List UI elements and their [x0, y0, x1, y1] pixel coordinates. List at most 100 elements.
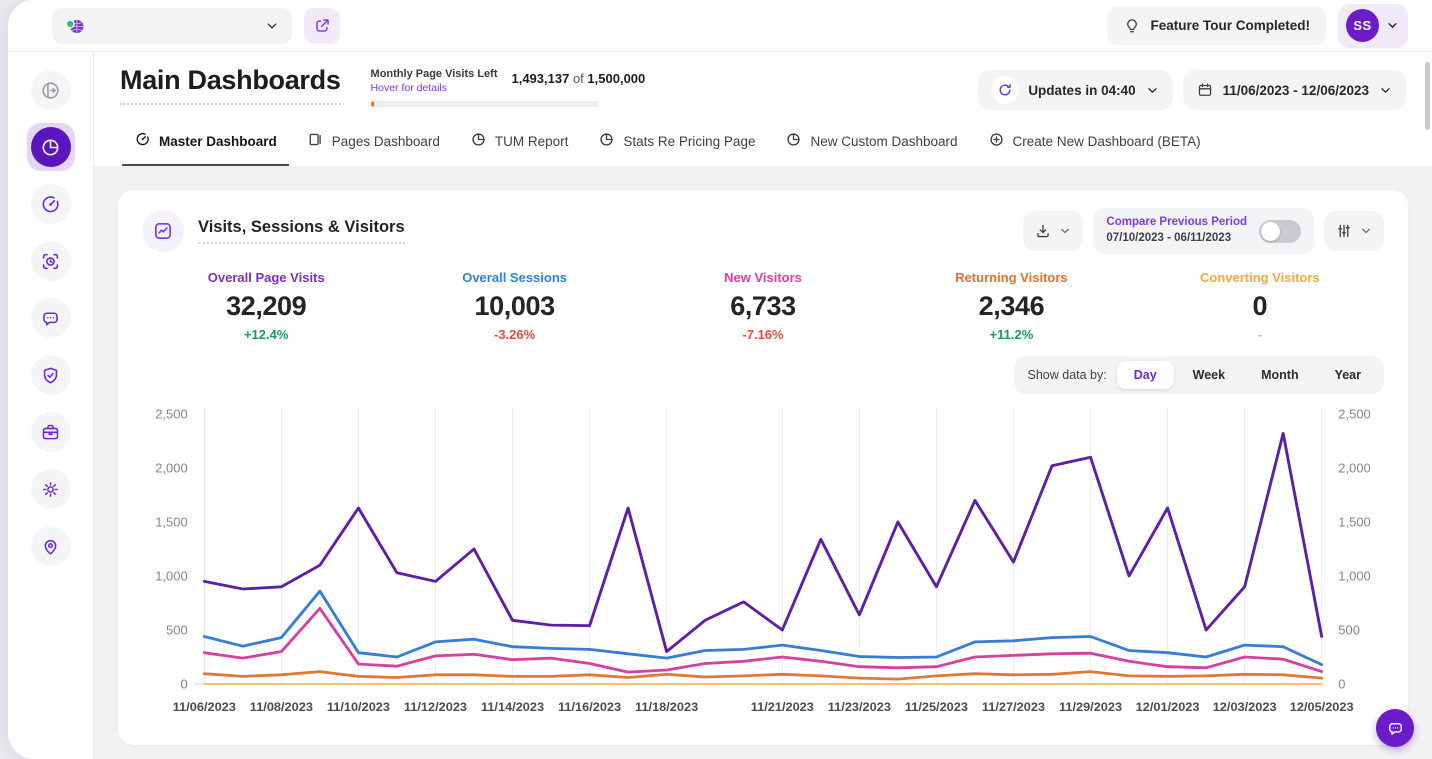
compare-label: Compare Previous Period — [1106, 216, 1247, 229]
shield-check-icon — [30, 355, 71, 395]
stat-value: 0 — [1252, 291, 1268, 321]
compare-toggle[interactable] — [1259, 219, 1301, 243]
chevron-down-icon — [1147, 87, 1157, 93]
external-link-icon — [315, 19, 329, 32]
recording-icon — [30, 241, 71, 281]
feedback-chat-button[interactable] — [1376, 709, 1414, 747]
lightbulb-icon — [1127, 18, 1138, 32]
tab-create-new-dashboard-beta-[interactable]: Create New Dashboard (BETA) — [976, 122, 1213, 166]
sidebar-item-recording[interactable] — [27, 237, 75, 285]
pie-icon — [785, 131, 802, 151]
svg-text:1,000: 1,000 — [1338, 569, 1370, 584]
stat-converting-visitors: Converting Visitors 0 - — [1136, 270, 1384, 342]
stat-new-visitors: New Visitors 6,733 -7.16% — [639, 270, 887, 342]
tab-label: TUM Report — [494, 133, 569, 149]
refresh-icon — [991, 76, 1020, 104]
stat-change: +12.4% — [243, 327, 289, 342]
tab-stats-re-pricing-page[interactable]: Stats Re Pricing Page — [586, 122, 767, 166]
kpi-stats-row: Overall Page Visits 32,209 +12.4% Overall S… — [142, 270, 1384, 342]
sidebar-item-pie-chart[interactable] — [26, 123, 75, 171]
briefcase-icon — [30, 412, 71, 452]
chevron-down-icon — [1061, 228, 1070, 234]
svg-text:12/01/2023: 12/01/2023 — [1136, 700, 1200, 714]
sidebar-item-shield-check[interactable] — [27, 351, 75, 399]
line-chart[interactable]: 0 0 500 500 1,000 1,000 1,500 1,500 2,000 2,000 2,… — [142, 398, 1384, 720]
gear-icon — [30, 469, 71, 509]
sidebar — [8, 52, 94, 759]
granularity-day[interactable]: Day — [1116, 361, 1174, 389]
tab-tum-report[interactable]: TUM Report — [458, 122, 581, 166]
stat-label: Converting Visitors — [1199, 270, 1320, 285]
sidebar-item-sidebar-expand[interactable] — [27, 66, 75, 114]
chevron-down-icon — [267, 22, 277, 29]
svg-text:11/21/2023: 11/21/2023 — [751, 700, 814, 714]
sidebar-item-chat[interactable] — [27, 294, 75, 342]
granularity-year[interactable]: Year — [1334, 368, 1361, 382]
tab-new-custom-dashboard[interactable]: New Custom Dashboard — [773, 122, 969, 166]
user-menu[interactable]: SS — [1338, 3, 1408, 48]
chat-bubble-icon — [1388, 722, 1402, 735]
date-range-picker[interactable]: 11/06/2023 - 12/06/2023 — [1182, 70, 1406, 110]
dashboard-tabs: Master Dashboard Pages Dashboard TUM Repor… — [120, 122, 1406, 166]
stat-label: Returning Visitors — [955, 270, 1068, 285]
date-range-value: 11/06/2023 - 12/06/2023 — [1222, 82, 1369, 98]
chat-icon — [30, 298, 71, 338]
topbar: Feature Tour Completed! SS — [8, 0, 1432, 52]
quota-hover-link[interactable]: Hover for details — [370, 82, 447, 94]
tab-label: New Custom Dashboard — [810, 133, 958, 149]
svg-text:11/27/2023: 11/27/2023 — [982, 700, 1045, 714]
sidebar-item-briefcase[interactable] — [27, 408, 75, 456]
pie-icon — [470, 131, 487, 151]
chart-settings-button[interactable] — [1324, 211, 1384, 251]
sidebar-item-map-pin[interactable] — [27, 522, 75, 570]
svg-text:0: 0 — [180, 677, 187, 692]
page-header: Main Dashboards Monthly Page Visits Left… — [94, 52, 1432, 166]
tab-master-dashboard[interactable]: Master Dashboard — [122, 122, 289, 166]
tab-label: Master Dashboard — [159, 133, 277, 149]
sidebar-item-gear[interactable] — [27, 465, 75, 513]
export-button[interactable] — [1023, 211, 1084, 251]
chevron-down-icon — [1362, 228, 1370, 234]
svg-text:2,500: 2,500 — [155, 407, 187, 422]
stat-change: +11.2% — [989, 327, 1034, 342]
svg-text:11/12/2023: 11/12/2023 — [404, 700, 467, 714]
granularity-month[interactable]: Month — [1261, 368, 1299, 382]
quota-progress-bar — [370, 101, 599, 107]
stat-value: 6,733 — [730, 291, 796, 321]
svg-text:12/03/2023: 12/03/2023 — [1213, 700, 1277, 714]
tab-label: Pages Dashboard — [331, 133, 440, 149]
page-visits-quota: Monthly Page Visits Left Hover for detai… — [370, 68, 646, 107]
visits-chart[interactable]: 0 0 500 500 1,000 1,000 1,500 1,500 2,000 2,000 2,… — [142, 398, 1384, 725]
updates-dropdown[interactable]: Updates in 04:40 — [978, 70, 1173, 110]
feature-tour-button[interactable]: Feature Tour Completed! — [1107, 6, 1326, 45]
show-data-by-control: Show data by: Day Week Month Year — [1013, 356, 1384, 394]
stat-label: New Visitors — [724, 270, 802, 285]
svg-text:11/16/2023: 11/16/2023 — [558, 700, 621, 714]
pages-icon — [307, 131, 324, 151]
tab-label: Stats Re Pricing Page — [623, 133, 756, 149]
avatar: SS — [1346, 9, 1379, 42]
dashboard-body: Visits, Sessions & Visitors Compare P — [94, 166, 1432, 759]
open-website-button[interactable] — [304, 7, 340, 44]
plus-icon — [988, 131, 1005, 151]
svg-text:11/25/2023: 11/25/2023 — [905, 700, 968, 714]
svg-text:11/23/2023: 11/23/2023 — [828, 700, 891, 714]
chevron-down-icon — [1381, 87, 1390, 93]
sidebar-item-gauge[interactable] — [27, 180, 75, 228]
tab-pages-dashboard[interactable]: Pages Dashboard — [295, 122, 452, 166]
gauge-icon — [30, 184, 71, 224]
pie-chart-icon — [30, 127, 71, 167]
website-selector[interactable] — [52, 7, 292, 44]
quota-numbers: 1,493,137 of 1,500,000 — [511, 71, 646, 86]
svg-text:2,500: 2,500 — [1338, 407, 1370, 422]
svg-text:500: 500 — [1338, 623, 1360, 638]
svg-text:11/08/2023: 11/08/2023 — [250, 700, 313, 714]
granularity-week[interactable]: Week — [1192, 368, 1226, 382]
stat-overall-sessions: Overall Sessions 10,003 -3.26% — [390, 270, 638, 342]
website-logo-icon — [65, 18, 84, 33]
stat-change: -7.16% — [742, 327, 784, 342]
svg-text:2,000: 2,000 — [1338, 461, 1370, 476]
scrollbar[interactable] — [1425, 62, 1430, 130]
quota-progress-fill — [370, 101, 374, 107]
stat-change: - — [1257, 327, 1262, 342]
